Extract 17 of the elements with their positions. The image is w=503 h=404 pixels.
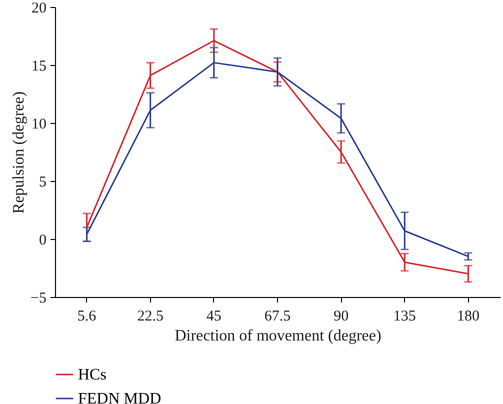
y-tick-label: −5 — [30, 290, 46, 306]
y-tick-label: 5 — [39, 174, 46, 190]
legend-label: HCs — [78, 366, 106, 384]
y-tick-label: 10 — [32, 116, 46, 132]
y-tick-label: 20 — [32, 0, 46, 16]
x-tick-label: 90 — [334, 308, 349, 324]
x-tick-label: 180 — [456, 308, 480, 324]
y-axis-title: Repulsion (degree) — [10, 91, 28, 214]
x-tick-label: 5.6 — [77, 308, 97, 324]
x-axis-title: Direction of movement (degree) — [174, 328, 382, 344]
y-tick-label: 15 — [32, 58, 46, 74]
y-tick-label: 0 — [39, 232, 46, 248]
x-tick-label: 135 — [393, 308, 416, 324]
x-tick-label: 45 — [206, 308, 222, 324]
legend-label: FEDN MDD — [78, 390, 162, 404]
x-tick-label: 67.5 — [264, 308, 291, 324]
x-tick-label: 22.5 — [137, 308, 164, 324]
